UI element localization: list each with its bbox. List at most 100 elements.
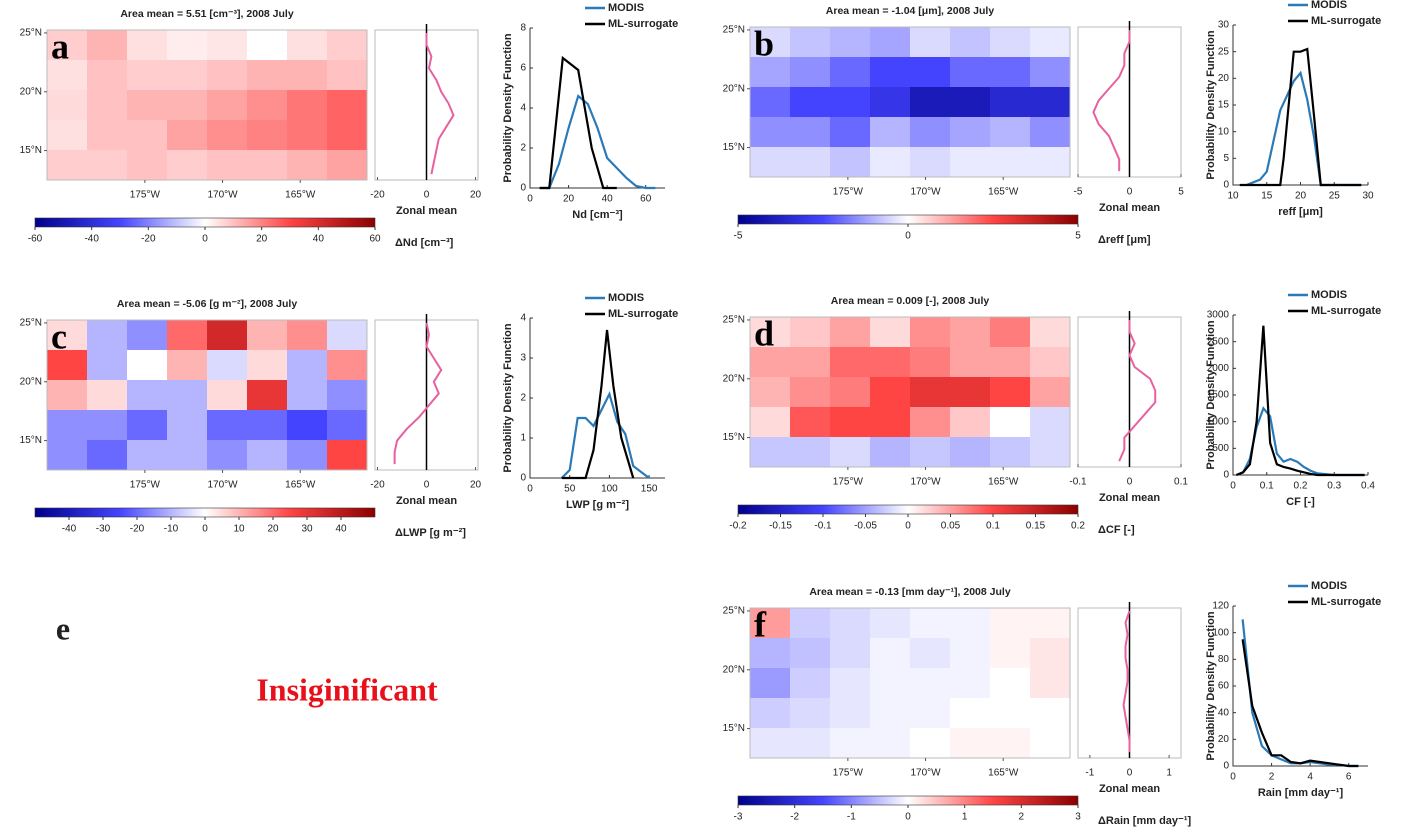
heat-cell (750, 638, 791, 669)
legend-label: ML-surrogate (1311, 305, 1381, 317)
heat-cell (167, 350, 208, 381)
heat-cell (47, 120, 88, 151)
heat-cell (910, 117, 951, 148)
pdf-line (539, 55, 617, 190)
heat-cell (87, 350, 128, 381)
y-tick-label: 3000 (1207, 310, 1230, 321)
y-tick-label: 25°N (723, 606, 745, 617)
heat-cell (287, 90, 328, 121)
heat-cell (750, 728, 791, 759)
colorbar-label: ΔLWP [g m⁻²] (395, 527, 466, 539)
heat-cell (327, 440, 368, 471)
heat-cell (207, 410, 248, 441)
heat-cell (327, 410, 368, 441)
colorbar-tick-label: 5 (1075, 231, 1081, 242)
x-tick-label: -5 (1074, 187, 1083, 198)
x-axis-label: Zonal mean (1099, 202, 1160, 214)
x-tick-label: 4 (1307, 772, 1313, 783)
map-frame (46, 29, 368, 181)
x-tick-label: 50 (564, 484, 576, 495)
x-tick-label: 15 (1261, 191, 1273, 202)
heat-cell (870, 668, 911, 699)
colorbar-tick-label: -30 (96, 524, 111, 535)
colorbar-tick-label: 10 (233, 524, 245, 535)
heat-cell (870, 87, 911, 118)
axes (529, 318, 665, 479)
heat-cell (750, 347, 791, 378)
heat-cell (990, 377, 1031, 408)
heat-cell (990, 147, 1031, 178)
y-tick-label: 2500 (1207, 336, 1230, 347)
colorbar-tick-label: 0 (202, 524, 208, 535)
x-tick-label: 170°W (207, 190, 238, 201)
heat-cell (990, 407, 1031, 438)
x-axis-label: reff [μm] (1278, 206, 1323, 218)
heat-cell (247, 60, 288, 91)
heat-cell (870, 317, 911, 348)
y-tick-label: 60 (1218, 681, 1230, 692)
y-axis-label: Probability Density Function (1205, 320, 1217, 469)
heat-cell (247, 120, 288, 151)
pdf-line (539, 94, 656, 190)
x-tick-label: 20 (470, 190, 482, 201)
heat-cell (750, 27, 791, 58)
heat-cell (750, 147, 791, 178)
y-tick-label: 20°N (723, 664, 745, 675)
heat-cell (830, 698, 871, 729)
heat-cell (950, 698, 991, 729)
x-tick-label: 1 (1166, 768, 1172, 779)
y-tick-label: 15°N (723, 142, 745, 153)
heat-cell (790, 638, 831, 669)
y-tick-label: 0 (520, 183, 526, 194)
heat-cell (327, 150, 368, 181)
heat-cell (990, 317, 1031, 348)
heat-cell (247, 30, 288, 61)
heat-cell (87, 440, 128, 471)
y-tick-label: 120 (1212, 601, 1229, 612)
legend-label: MODIS (608, 292, 644, 304)
y-tick-label: 8 (520, 23, 526, 34)
panel-label: e (56, 610, 70, 646)
heat-cell (950, 728, 991, 759)
heat-cell (247, 410, 288, 441)
heat-cell (167, 120, 208, 151)
heat-cell (750, 317, 791, 348)
legend-label: ML-surrogate (1311, 596, 1381, 608)
y-tick-label: 25°N (723, 25, 745, 36)
y-tick-label: 0 (1223, 470, 1229, 481)
legend-label: MODIS (608, 2, 644, 14)
colorbar-tick-label: -40 (84, 234, 99, 245)
heat-cell (1030, 377, 1071, 408)
heat-cell (287, 380, 328, 411)
heat-cell (47, 380, 88, 411)
map-frame (749, 607, 1071, 759)
heat-cell (910, 668, 951, 699)
x-tick-label: 10 (1227, 191, 1239, 202)
heat-cell (830, 608, 871, 639)
heat-cell (990, 638, 1031, 669)
heat-cell (47, 320, 88, 351)
colorbar-tick-label: 0 (905, 521, 911, 532)
heat-cell (830, 147, 871, 178)
pdf-line (1241, 639, 1359, 768)
colorbar (737, 504, 1079, 515)
zonal-line (425, 32, 455, 175)
heat-cell (870, 608, 911, 639)
heat-cell (87, 120, 128, 151)
heat-cell (950, 27, 991, 58)
heat-cell (87, 410, 128, 441)
y-tick-label: 100 (1212, 627, 1229, 638)
x-tick-label: 60 (640, 194, 652, 205)
heat-cell (1030, 27, 1071, 58)
colorbar-tick-label: -5 (734, 231, 743, 242)
heat-cell (127, 120, 168, 151)
pdf-line (1241, 619, 1359, 768)
x-axis-label: Nd [cm⁻³] (572, 209, 623, 221)
heat-cell (750, 668, 791, 699)
y-tick-label: 20 (1218, 73, 1230, 84)
heat-cell (1030, 407, 1071, 438)
legend-label: MODIS (1311, 289, 1347, 301)
zonal-line (1118, 319, 1157, 462)
colorbar-tick-label: 40 (335, 524, 347, 535)
